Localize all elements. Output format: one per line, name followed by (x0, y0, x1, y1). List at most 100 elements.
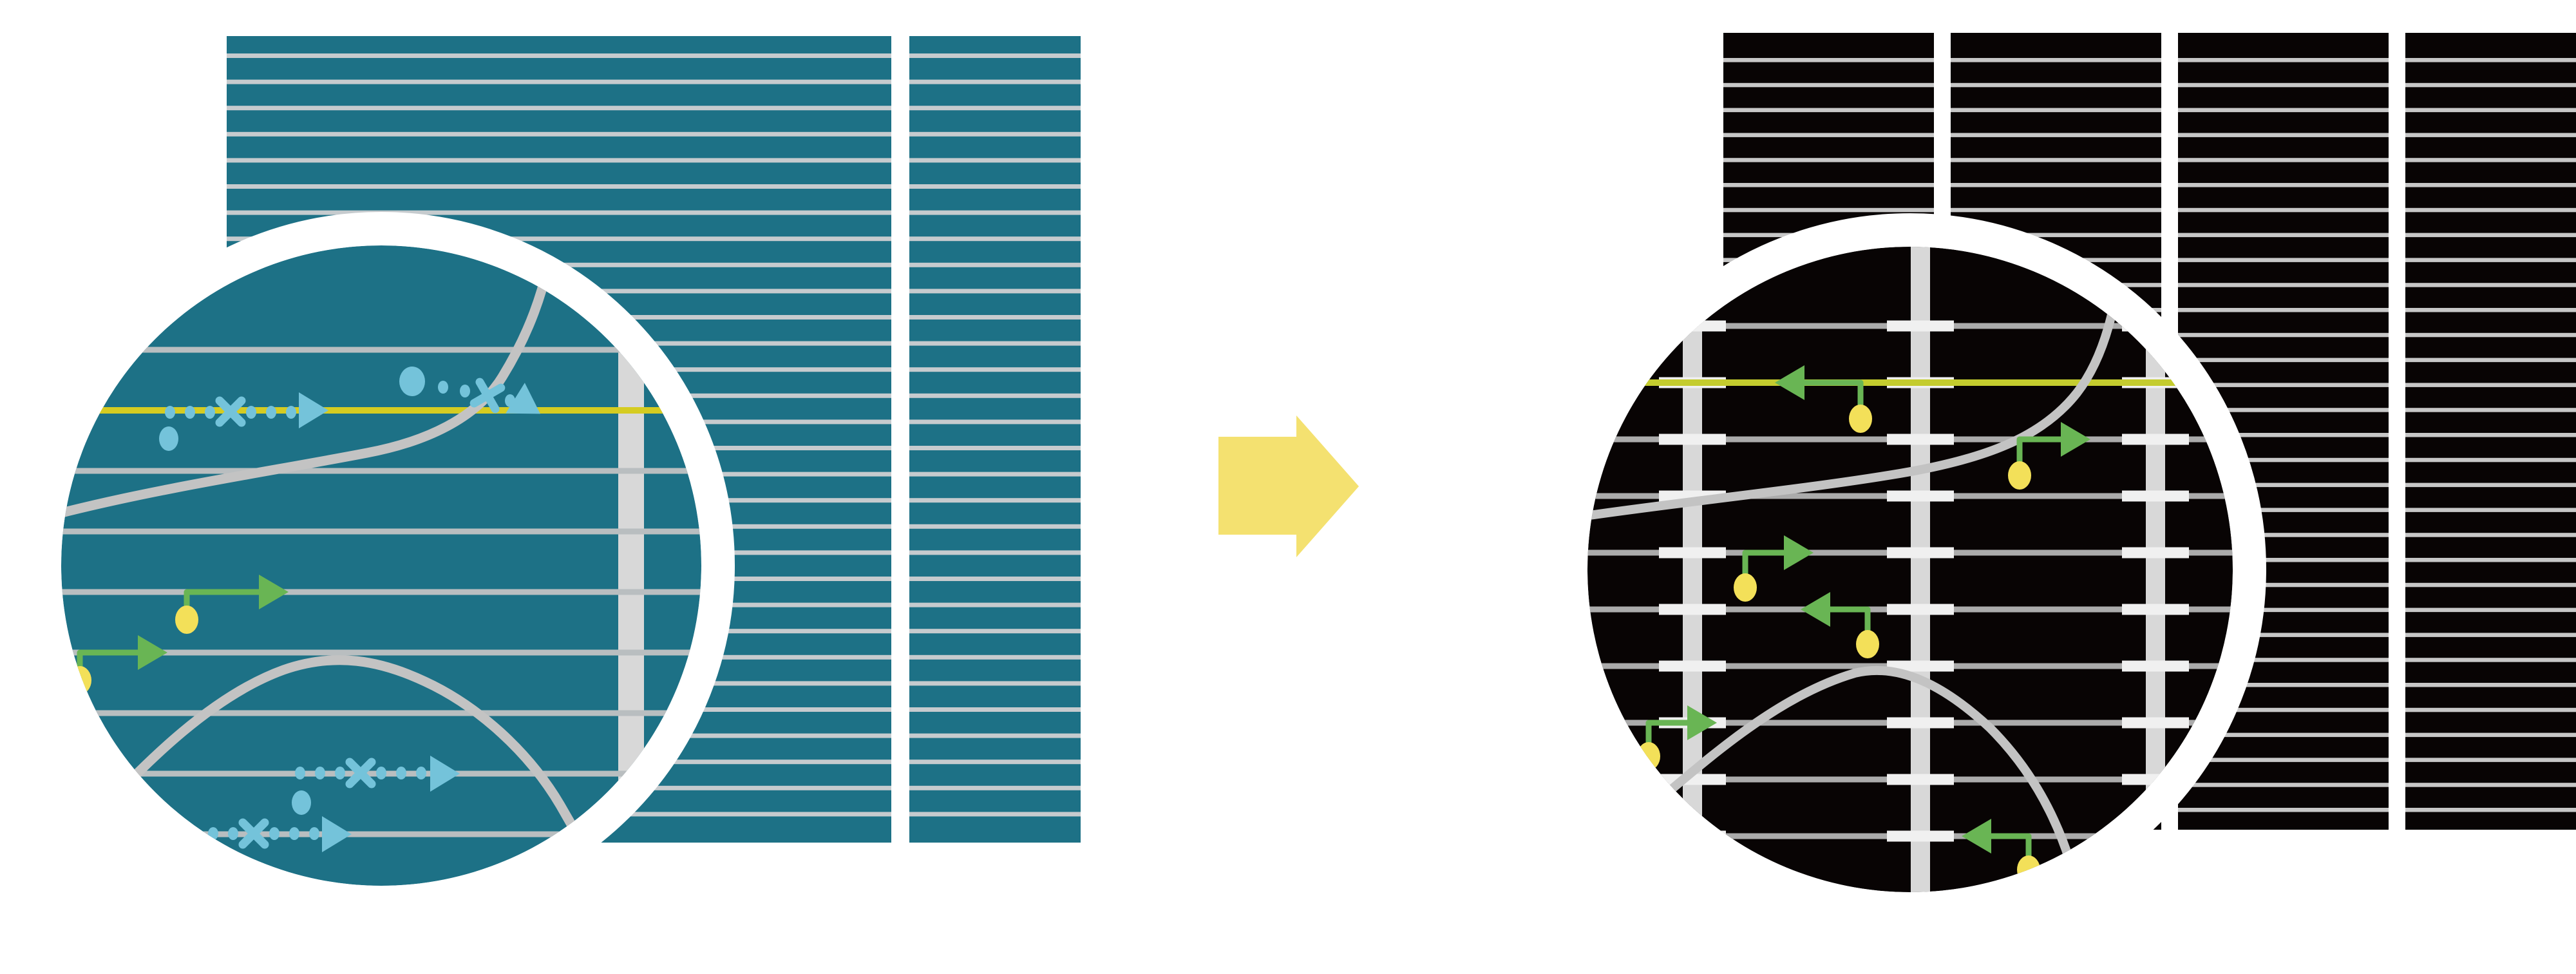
finger-line (1951, 183, 2161, 187)
left-cell-panel-column (909, 36, 1081, 843)
solder-pad (1887, 320, 1954, 332)
finger-line (909, 131, 1081, 137)
finger-line (909, 158, 1081, 163)
finger-line (1723, 158, 1934, 162)
solder-pad (2122, 547, 2189, 559)
finger-line (1723, 207, 1934, 213)
path-dot (396, 767, 406, 779)
path-dot (438, 381, 448, 394)
path-dot (335, 767, 345, 779)
finger-line (2178, 133, 2389, 137)
finger-line (2405, 58, 2576, 62)
finger-line (2405, 758, 2576, 762)
finger-line (2178, 707, 2389, 712)
finger-line (2178, 58, 2389, 62)
finger-line (2405, 732, 2576, 738)
finger-line (909, 577, 1081, 581)
finger-line (2178, 233, 2389, 238)
finger-line (909, 341, 1081, 346)
finger-line (909, 236, 1081, 242)
path-dot (295, 767, 305, 779)
blocked-carrier-path-arrow (399, 367, 541, 414)
finger-line (2178, 558, 2389, 562)
arrowhead-icon (1775, 365, 1804, 400)
path-dot (416, 767, 426, 779)
finger-line (2178, 408, 2389, 412)
solder-pad (2122, 660, 2189, 672)
finger-line (909, 106, 1081, 111)
finger-line (227, 131, 891, 137)
arrowhead-icon (299, 392, 328, 428)
cell-column (2405, 33, 2576, 830)
solder-pad (1887, 717, 1954, 729)
finger-line (227, 158, 891, 163)
carrier-dot-blue (292, 790, 311, 815)
finger-line (2405, 82, 2576, 88)
finger-line (2405, 108, 2576, 113)
finger-line (2178, 358, 2389, 363)
finger-line (2178, 258, 2389, 262)
recombination-x-icon (238, 818, 269, 849)
solder-pad (1887, 660, 1954, 672)
finger-line (227, 79, 891, 84)
finger-line (909, 654, 1081, 660)
finger-line (2178, 383, 2389, 387)
carrier-dot-yellow (2008, 461, 2031, 490)
finger-line (909, 602, 1081, 607)
finger-line (1723, 183, 1934, 187)
finger-line (61, 831, 701, 837)
finger-line (909, 289, 1081, 294)
finger-line (1951, 233, 2161, 238)
carrier-dot-yellow (175, 606, 198, 634)
finger-line (2405, 158, 2576, 162)
solder-pad (1887, 774, 1954, 785)
lens-background (61, 245, 701, 886)
collected-carrier-path-arrow (1637, 705, 1717, 770)
finger-line (909, 707, 1081, 712)
recombination-x-icon (345, 758, 376, 788)
finger-line (909, 733, 1081, 738)
finger-line (61, 649, 701, 656)
finger-line (2405, 283, 2576, 287)
finger-line (2405, 183, 2576, 187)
finger-line (1951, 158, 2161, 162)
finger-line (2178, 683, 2389, 687)
finger-line (2178, 508, 2389, 512)
grain-boundary-wave (90, 655, 594, 862)
finger-line (2405, 508, 2576, 512)
finger-line (61, 710, 701, 716)
finger-line (2178, 158, 2389, 162)
arrowhead-icon (430, 756, 460, 792)
path-dot (228, 827, 238, 840)
solder-pad (1887, 830, 1954, 842)
finger-line (2178, 783, 2389, 787)
finger-line (2178, 633, 2389, 637)
finger-line (909, 550, 1081, 555)
blocked-carrier-path-arrow (159, 392, 328, 451)
finger-line (2405, 332, 2576, 338)
finger-line (2178, 533, 2389, 537)
arrowhead-icon (1962, 819, 1991, 854)
path-dot (266, 406, 276, 419)
arrowhead-icon (1801, 592, 1830, 627)
finger-line (2178, 82, 2389, 88)
finger-line (2405, 707, 2576, 712)
finger-line (909, 53, 1081, 58)
finger-line (2178, 308, 2389, 312)
finger-line (2178, 207, 2389, 213)
yellow-finger-line (61, 407, 701, 414)
finger-line (2178, 108, 2389, 113)
solder-pad (2122, 434, 2189, 445)
path-dot (165, 406, 175, 419)
finger-line (2178, 457, 2389, 463)
path-dot (289, 827, 299, 840)
blocked-carrier-path-arrow (292, 756, 460, 815)
finger-line (227, 210, 891, 215)
finger-line (909, 210, 1081, 215)
finger-line (909, 184, 1081, 189)
finger-line (2405, 633, 2576, 637)
finger-line (909, 393, 1081, 398)
carrier-dot-blue (399, 367, 425, 396)
finger-line (227, 106, 891, 111)
finger-line (1723, 108, 1934, 113)
